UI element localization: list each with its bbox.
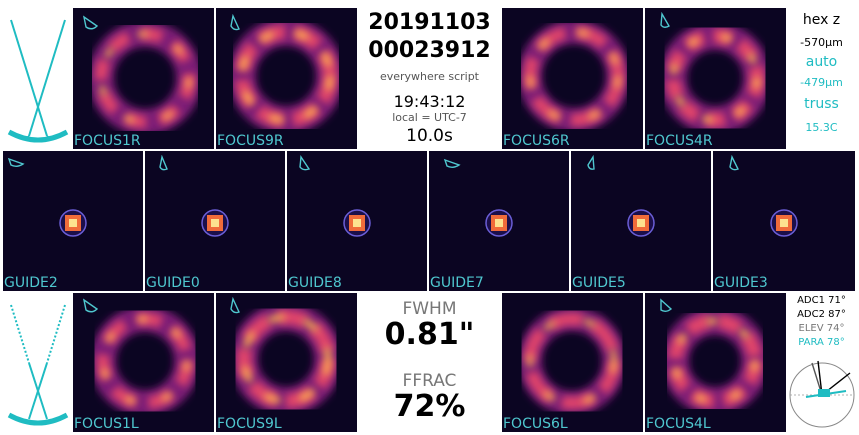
fwhm-label: FWHM: [402, 299, 457, 319]
truss-label: truss: [804, 96, 839, 112]
focus-image[interactable]: FOCUS6R: [502, 8, 643, 149]
focus-label: FOCUS1R: [74, 133, 141, 149]
guide-label: GUIDE8: [288, 275, 342, 291]
focus-image[interactable]: FOCUS1L: [73, 293, 214, 432]
adc2-angle: ADC2 87°: [797, 309, 846, 320]
guide-image[interactable]: GUIDE3: [713, 151, 855, 291]
elevation-angle: ELEV 74°: [798, 323, 845, 334]
exposure-date: 20191103: [368, 10, 491, 35]
focus-image[interactable]: FOCUS9L: [216, 293, 357, 432]
pupil-shape-icon: [299, 155, 311, 171]
guide-star: [627, 209, 655, 237]
focus-beam-diagram-icon: [7, 19, 69, 143]
focus-beam-diagram-icon: [7, 304, 69, 426]
guide-star: [485, 209, 513, 237]
exposure-time-utc: 19:43:12: [393, 92, 466, 111]
exposure-id: 00023912: [368, 38, 491, 63]
guide-image[interactable]: GUIDE7: [429, 151, 569, 291]
pupil-shape-icon: [7, 157, 25, 167]
donut-image: [88, 21, 202, 135]
focus-label: FOCUS6R: [503, 133, 570, 149]
focus-viewer: FOCUS1R FOCUS9R 20191103 00023912 everyw…: [3, 8, 855, 432]
donut-image: [230, 303, 342, 415]
donut-image: [518, 20, 630, 132]
parallactic-angle: PARA 78°: [798, 337, 845, 348]
guide-star: [770, 209, 798, 237]
pupil-shape-icon: [660, 298, 673, 312]
adc1-angle: ADC1 71°: [797, 295, 846, 306]
angles-panel: ADC1 71° ADC2 87° ELEV 74° PARA 78°: [788, 293, 855, 432]
focus-label: FOCUS4L: [646, 416, 711, 432]
exposure-info-panel: 20191103 00023912 everywhere script 19:4…: [359, 8, 500, 149]
guide-label: GUIDE3: [714, 275, 768, 291]
script-name: everywhere script: [379, 70, 479, 83]
guide-label: GUIDE2: [4, 275, 58, 291]
donut-image: [90, 306, 200, 416]
auto-value: -479μm: [800, 76, 843, 89]
pupil-shape-icon: [159, 155, 168, 171]
focus-label: FOCUS9R: [217, 133, 284, 149]
ffrac-value: 72%: [393, 389, 466, 424]
auto-label: auto: [805, 54, 838, 70]
guide-star: [59, 209, 87, 237]
focus-image[interactable]: FOCUS9R: [216, 8, 357, 149]
focus-diagram-bottom: [3, 293, 73, 432]
focus-image[interactable]: FOCUS4L: [645, 293, 786, 432]
angle-dial-icon: [789, 360, 855, 428]
donut-image: [659, 22, 771, 134]
focus-label: FOCUS9L: [217, 416, 282, 432]
donut-image: [518, 307, 626, 415]
guide-label: GUIDE7: [430, 275, 484, 291]
pupil-shape-icon: [82, 298, 99, 313]
donut-image: [228, 18, 344, 134]
focus-label: FOCUS6L: [503, 416, 568, 432]
fwhm-value: 0.81": [384, 317, 475, 352]
guide-image[interactable]: GUIDE8: [287, 151, 427, 291]
pupil-shape-icon: [82, 15, 99, 30]
focus-image[interactable]: FOCUS4R: [645, 8, 786, 149]
hexapod-panel: hex z -570μm auto -479μm truss 15.3C: [788, 8, 855, 149]
pupil-shape-icon: [230, 297, 240, 314]
pupil-shape-icon: [587, 155, 595, 170]
guide-image[interactable]: GUIDE2: [3, 151, 143, 291]
focus-label: FOCUS1L: [74, 416, 139, 432]
focus-diagram-top: [3, 8, 73, 149]
truss-temperature: 15.3C: [805, 121, 838, 134]
focus-image[interactable]: FOCUS6L: [502, 293, 643, 432]
pupil-shape-icon: [660, 12, 670, 28]
guide-image[interactable]: GUIDE5: [571, 151, 711, 291]
donut-image: [661, 307, 769, 415]
pupil-shape-icon: [729, 155, 739, 171]
guide-image[interactable]: GUIDE0: [145, 151, 285, 291]
guide-star: [343, 209, 371, 237]
hex-z-value: -570μm: [800, 36, 843, 49]
ffrac-label: FFRAC: [402, 371, 457, 391]
hex-title: hex z: [802, 12, 841, 28]
guide-label: GUIDE5: [572, 275, 626, 291]
exposure-duration: 10.0s: [406, 126, 453, 146]
seeing-stats-panel: FWHM 0.81" FFRAC 72%: [359, 293, 500, 432]
focus-label: FOCUS4R: [646, 133, 713, 149]
pupil-shape-icon: [230, 14, 240, 31]
guide-label: GUIDE0: [146, 275, 200, 291]
guide-star: [201, 209, 229, 237]
pupil-shape-icon: [443, 158, 461, 168]
local-offset: local = UTC-7: [392, 111, 467, 124]
focus-image[interactable]: FOCUS1R: [73, 8, 214, 149]
